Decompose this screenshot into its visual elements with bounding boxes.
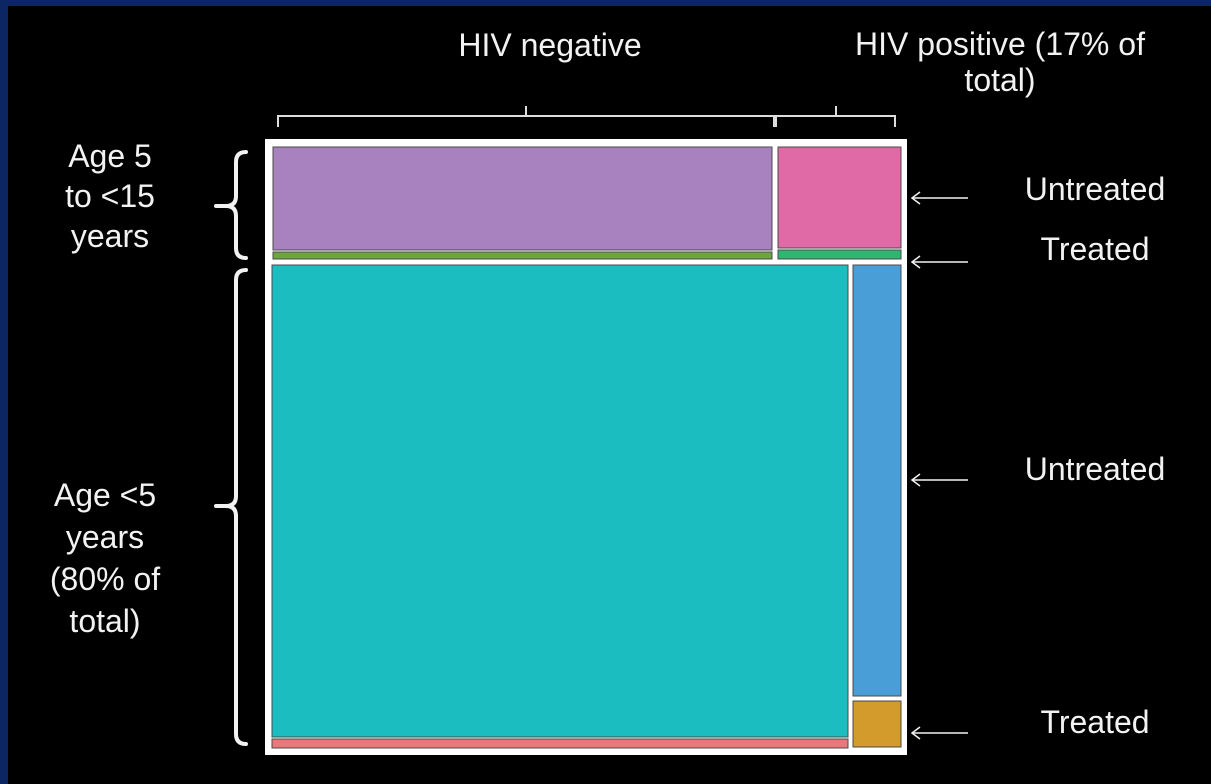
cell-under5-hivpos-treated (852, 700, 902, 748)
cell-under5-hivneg-untreated (271, 264, 849, 738)
label-hiv-negative: HIV negative (458, 27, 642, 63)
label-top-treated: Treated (1040, 231, 1150, 267)
arrow-icon-bottom-untreated (910, 473, 968, 487)
label-age-under5: Age <5 years (80% of total) (49, 477, 161, 639)
cell-age5-15-hivneg-untreated (272, 146, 773, 251)
bracket-hiv-negative (277, 106, 775, 127)
label-hiv-positive: HIV positive (17% of total) (855, 26, 1145, 98)
cell-under5-hivneg-treated (271, 738, 849, 749)
arrow-icon-bottom-treated (910, 726, 968, 740)
cell-age5-15-hivpos-treated (777, 249, 902, 260)
label-age-5-15: Age 5 to <15 years (65, 138, 155, 254)
cell-age5-15-hivneg-treated (272, 251, 773, 260)
label-bottom-untreated: Untreated (1024, 451, 1166, 487)
label-top-untreated: Untreated (1024, 171, 1166, 207)
cell-under5-hivpos-untreated (852, 264, 902, 697)
arrow-icon-top-untreated (910, 191, 968, 205)
bracket-hiv-positive (775, 106, 896, 127)
arrow-icon-top-treated (910, 255, 968, 269)
brace-age-under5 (214, 268, 248, 746)
brace-age5-15 (214, 150, 248, 260)
label-bottom-treated: Treated (1040, 704, 1150, 740)
cell-age5-15-hivpos-untreated (777, 146, 902, 249)
